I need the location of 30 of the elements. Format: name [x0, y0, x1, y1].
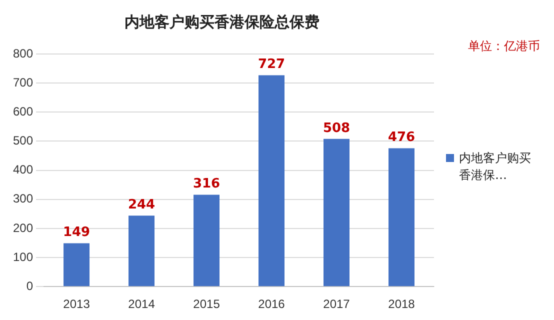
data-label: 316 [192, 176, 220, 192]
bar [324, 138, 350, 286]
x-tick-label: 2015 [193, 297, 220, 312]
y-tick-label: 400 [12, 162, 34, 177]
data-label: 476 [388, 130, 416, 146]
bar [128, 216, 155, 286]
y-tick-label: 500 [12, 134, 34, 148]
bar [194, 194, 220, 286]
chart-title: 内地客户购买香港保险总保费 [124, 12, 320, 31]
y-tick-label: 800 [12, 46, 34, 60]
y-tick-label: 300 [12, 192, 34, 206]
data-label: 244 [128, 198, 156, 213]
bar [64, 243, 90, 286]
y-tick-label: 100 [12, 250, 34, 264]
x-tick-label: 2017 [323, 297, 350, 312]
legend-label: 内地客户购买香港保… [459, 150, 532, 184]
y-tick-label: 0 [26, 278, 34, 293]
y-tick-label: 600 [12, 104, 34, 118]
data-label: 508 [322, 120, 350, 136]
text: 单位：亿港币 [468, 38, 540, 55]
bar [388, 148, 414, 286]
y-tick-label: 700 [12, 75, 34, 90]
x-tick-label: 2014 [128, 297, 156, 312]
data-label: 727 [258, 57, 286, 72]
bar [258, 75, 285, 286]
x-tick-label: 2016 [258, 297, 286, 312]
y-tick-label: 200 [12, 220, 34, 235]
x-tick-label: 2018 [388, 297, 416, 312]
x-tick-label: 2013 [63, 297, 90, 312]
data-label: 149 [62, 225, 90, 240]
